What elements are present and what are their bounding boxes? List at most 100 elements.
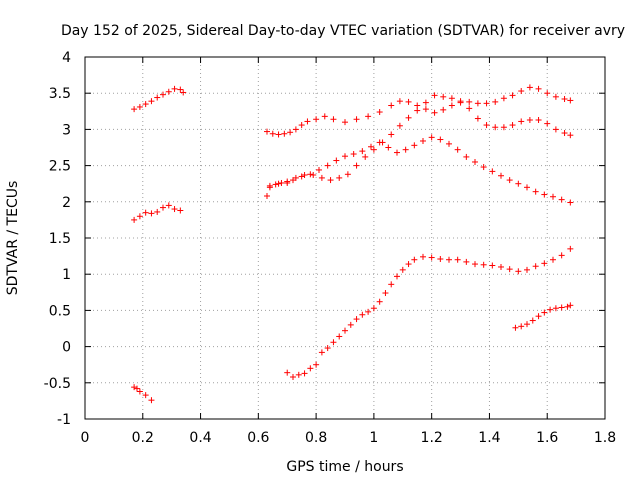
data-point <box>440 93 447 100</box>
data-point <box>420 137 426 144</box>
data-point <box>509 122 516 129</box>
y-tick-label: 4 <box>62 50 71 66</box>
data-point <box>171 85 178 92</box>
data-point <box>544 120 551 127</box>
data-point <box>405 114 412 121</box>
series-sat-e <box>131 384 155 404</box>
data-point <box>524 184 530 191</box>
x-tick-label: 1.8 <box>594 430 616 446</box>
data-point <box>347 321 354 328</box>
data-point <box>376 109 383 116</box>
data-point <box>275 180 282 187</box>
data-point <box>324 162 331 169</box>
data-point <box>321 113 328 120</box>
data-point <box>402 146 409 153</box>
data-point <box>474 100 481 107</box>
data-point <box>524 266 530 273</box>
data-point <box>266 182 273 189</box>
data-point <box>394 273 400 280</box>
data-point <box>506 266 513 273</box>
data-point <box>567 199 574 206</box>
data-point <box>388 131 395 138</box>
data-point <box>295 371 302 378</box>
data-point <box>368 143 374 150</box>
data-point <box>359 148 366 155</box>
data-point <box>518 88 525 95</box>
data-point <box>518 323 525 330</box>
data-point <box>307 365 314 372</box>
data-point <box>498 263 504 270</box>
y-tick-label: 3 <box>62 122 71 138</box>
data-point <box>472 158 478 165</box>
data-point <box>292 174 299 181</box>
data-point <box>394 149 400 156</box>
data-point <box>529 317 536 324</box>
data-point <box>336 174 343 181</box>
data-point <box>353 316 360 323</box>
data-point <box>136 213 143 220</box>
data-point <box>463 258 470 265</box>
x-tick-label: 0.2 <box>132 430 154 446</box>
data-point <box>483 122 490 129</box>
x-tick-label: 0.4 <box>189 430 211 446</box>
data-point <box>558 252 565 259</box>
data-point <box>489 262 496 269</box>
series-sat-f <box>512 302 574 331</box>
data-point <box>284 369 291 376</box>
data-point <box>333 157 340 164</box>
data-point <box>405 98 412 105</box>
data-point <box>275 131 282 138</box>
data-point <box>353 116 360 123</box>
data-point <box>165 202 172 209</box>
y-tick-label: 1 <box>62 267 71 283</box>
x-tick-label: 0.6 <box>247 430 269 446</box>
data-point <box>284 178 291 185</box>
data-point <box>290 374 296 381</box>
data-point <box>136 388 143 395</box>
data-point <box>541 191 548 198</box>
y-tick-label: 3.5 <box>49 86 71 102</box>
data-point <box>561 95 568 102</box>
plot-area-frame <box>84 56 606 420</box>
data-point <box>567 302 574 309</box>
data-point <box>399 266 406 273</box>
data-point <box>437 136 444 143</box>
data-point <box>472 261 478 268</box>
data-point <box>134 385 140 392</box>
data-point <box>318 174 325 181</box>
data-point <box>535 313 542 320</box>
data-point <box>292 126 299 133</box>
data-point <box>567 97 574 104</box>
data-point <box>264 193 270 200</box>
data-point <box>498 172 504 179</box>
data-point <box>370 146 377 153</box>
data-point <box>492 98 499 105</box>
data-point <box>301 370 308 377</box>
data-point <box>547 306 554 313</box>
data-point <box>526 84 533 91</box>
data-point <box>310 172 317 179</box>
data-point <box>552 93 559 100</box>
data-point <box>564 303 571 310</box>
series-sat-d <box>284 245 574 381</box>
x-tick-label: 1.6 <box>536 430 558 446</box>
y-tick-label: 0.5 <box>49 303 71 319</box>
data-point <box>466 105 473 112</box>
data-point <box>411 256 418 263</box>
grid <box>85 57 605 419</box>
data-point <box>131 216 138 223</box>
data-point <box>281 130 288 137</box>
data-point <box>558 304 565 311</box>
data-point <box>318 349 325 356</box>
data-point <box>454 256 461 263</box>
data-point <box>327 177 334 184</box>
data-point <box>342 327 348 334</box>
data-point <box>344 171 351 178</box>
x-tick-label: 1 <box>369 430 378 446</box>
data-point <box>480 261 487 268</box>
data-point <box>422 99 429 106</box>
data-point <box>131 384 138 391</box>
data-point <box>480 164 487 171</box>
data-point <box>379 139 386 146</box>
